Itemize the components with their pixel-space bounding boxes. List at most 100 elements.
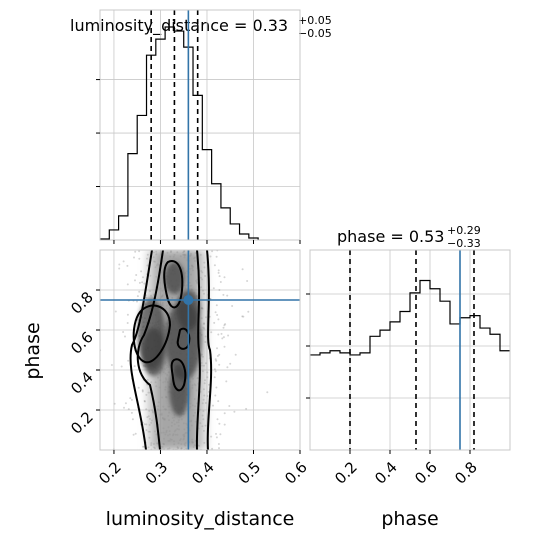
- sample-point: [215, 436, 218, 439]
- luminosity-distance-marginal: [96, 9, 301, 244]
- sample-point: [215, 359, 218, 362]
- phase-y-tick-label-0: 0.2: [67, 408, 97, 438]
- sample-point: [242, 315, 245, 318]
- sample-point: [216, 347, 218, 350]
- sample-point: [210, 331, 213, 334]
- sample-point: [212, 404, 214, 407]
- sample-point: [138, 250, 141, 253]
- phase-x-tick-label-3: 0.8: [451, 458, 481, 488]
- sample-point: [210, 435, 213, 438]
- contour-line-1: [206, 250, 213, 450]
- sample-point: [130, 398, 133, 401]
- luminosity-distance-tick-label-0: 0.2: [95, 458, 125, 488]
- sample-point: [208, 383, 210, 386]
- sample-point: [215, 386, 218, 389]
- contour-line-0: [129, 250, 153, 450]
- luminosity-distance-tick-label-2: 0.4: [188, 458, 218, 488]
- sample-point: [141, 390, 144, 393]
- sample-point: [120, 365, 123, 368]
- sample-point: [215, 304, 218, 307]
- phase-y-tick-label-3: 0.8: [67, 288, 97, 318]
- luminosity-distance-tick-label-1: 0.3: [142, 458, 172, 488]
- sample-point: [215, 432, 217, 435]
- phase-x-tick-label-2: 0.6: [411, 458, 441, 488]
- y-axis-label-phase: phase: [22, 322, 44, 379]
- sample-point: [216, 314, 219, 316]
- sample-point: [229, 362, 232, 365]
- contour-line-5: [163, 260, 184, 309]
- sample-point: [226, 366, 229, 369]
- sample-point: [126, 264, 129, 267]
- sample-point: [220, 332, 223, 335]
- joint-panel-frame: [99, 249, 301, 451]
- sample-point: [124, 402, 127, 405]
- sample-point: [127, 408, 130, 411]
- sample-point: [209, 255, 212, 258]
- sample-point: [222, 336, 225, 339]
- sample-point: [228, 405, 231, 407]
- sample-point: [133, 365, 136, 368]
- sample-point: [217, 269, 220, 272]
- sample-point: [110, 364, 113, 366]
- sample-point: [211, 250, 214, 253]
- x-axis-label-luminosity-distance: luminosity_distance: [106, 508, 295, 530]
- sample-point: [135, 274, 138, 276]
- sample-point: [226, 294, 229, 297]
- sample-point: [217, 400, 220, 403]
- sample-point: [142, 445, 144, 448]
- sample-point: [214, 358, 217, 361]
- sample-point: [227, 334, 230, 337]
- sample-point: [143, 400, 146, 403]
- sample-point: [212, 287, 215, 290]
- contour-line-3: [195, 250, 201, 450]
- sample-point: [217, 318, 220, 321]
- luminosity-distance-tick-label-3: 0.5: [235, 458, 265, 488]
- sample-point: [143, 423, 146, 426]
- phase-marginal: [306, 249, 511, 454]
- sample-point: [134, 250, 137, 253]
- sample-point: [123, 406, 125, 409]
- sample-point: [234, 353, 237, 356]
- phase-y-tick-label-2: 0.6: [67, 328, 97, 358]
- sample-point: [214, 370, 217, 373]
- sample-point: [211, 447, 214, 450]
- luminosity-distance-marginal-frame: [99, 9, 301, 241]
- sample-point: [133, 256, 135, 259]
- sample-point: [142, 276, 144, 279]
- sample-point: [218, 363, 221, 366]
- luminosity-distance-title-upper: +0.05: [298, 14, 332, 27]
- sample-point: [134, 432, 137, 435]
- sample-point: [141, 389, 144, 392]
- sample-point: [214, 394, 217, 397]
- sample-point: [213, 264, 216, 267]
- sample-point: [137, 386, 140, 389]
- sample-point: [221, 337, 224, 340]
- sample-point: [218, 447, 220, 450]
- sample-point: [141, 281, 144, 284]
- density-band-edge: [116, 250, 121, 450]
- sample-point: [224, 323, 227, 326]
- sample-point: [136, 295, 139, 298]
- sample-point: [126, 313, 129, 316]
- x-axis-label-phase: phase: [381, 508, 438, 530]
- contour-line-4: [132, 304, 172, 364]
- sample-point: [223, 276, 226, 279]
- sample-point: [215, 255, 218, 258]
- sample-point: [143, 282, 146, 285]
- sample-point: [138, 290, 141, 293]
- sample-point: [217, 271, 220, 274]
- sample-point: [217, 333, 220, 336]
- sample-point: [126, 283, 129, 286]
- sample-point: [223, 412, 226, 415]
- sample-point: [266, 391, 269, 394]
- phase-x-tick-label-1: 0.4: [371, 458, 401, 488]
- sample-point: [246, 280, 249, 282]
- sample-point: [218, 353, 221, 356]
- sample-point: [231, 305, 234, 307]
- sample-point: [134, 279, 136, 282]
- density-core-1: [141, 328, 166, 376]
- sample-point: [124, 335, 126, 338]
- sample-point: [216, 418, 219, 421]
- sample-point: [225, 380, 228, 383]
